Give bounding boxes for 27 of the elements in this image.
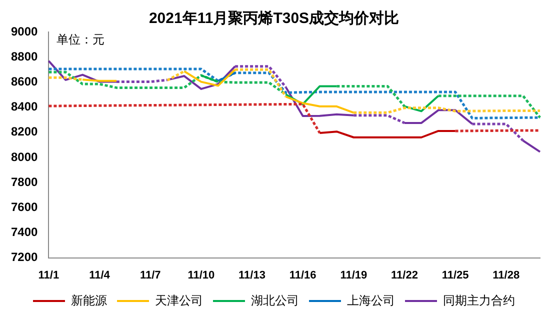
y-tick-label: 7200 xyxy=(10,250,38,264)
y-tick-label: 7600 xyxy=(10,200,38,214)
x-tick-label: 11/19 xyxy=(340,269,368,282)
x-tick-label: 11/16 xyxy=(289,269,316,282)
x-tick-label: 11/7 xyxy=(140,269,161,282)
y-tick-label: 7800 xyxy=(10,174,38,189)
y-tick-label: 8200 xyxy=(10,124,38,139)
y-tick-label: 8600 xyxy=(10,74,38,88)
x-tick-label: 11/1 xyxy=(38,269,60,282)
y-tick-label: 9000 xyxy=(10,24,38,38)
legend-label: 天津公司 xyxy=(155,293,203,308)
x-tick-label: 11/25 xyxy=(442,269,469,282)
legend-label: 同期主力合约 xyxy=(443,293,515,308)
chart-title: 2021年11月聚丙烯T30S成交均价对比 xyxy=(148,9,400,28)
y-tick-label: 7400 xyxy=(10,225,38,240)
x-tick-label: 11/28 xyxy=(492,269,520,282)
x-tick-label: 11/10 xyxy=(188,269,215,282)
annotation: 单位：元 xyxy=(56,32,105,46)
y-tick-label: 8000 xyxy=(10,150,38,164)
legend-label: 上海公司 xyxy=(347,293,395,308)
y-tick-label: 8800 xyxy=(10,49,38,64)
y-tick-label: 8400 xyxy=(10,100,38,114)
legend-label: 新能源 xyxy=(71,293,107,308)
legend-label: 湖北公司 xyxy=(251,293,299,308)
x-tick-label: 11/22 xyxy=(391,269,418,282)
x-tick-label: 11/4 xyxy=(89,269,111,282)
x-tick-label: 11/13 xyxy=(238,269,266,282)
